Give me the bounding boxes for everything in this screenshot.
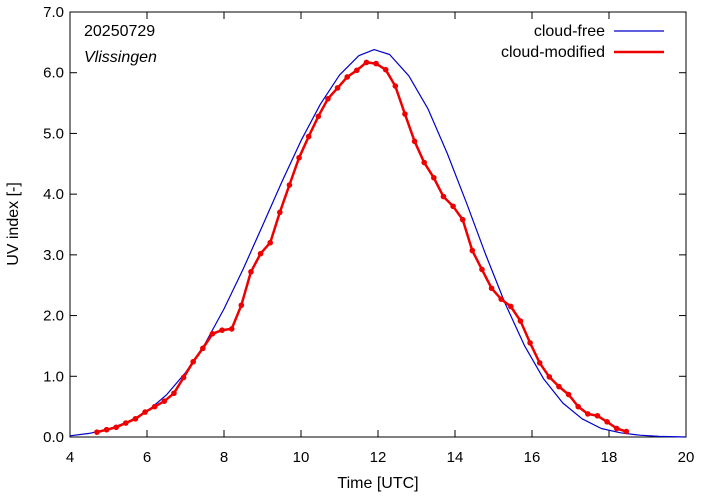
data-point-cloud-modified (286, 182, 293, 188)
data-point-cloud-modified (325, 96, 331, 102)
data-point-cloud-modified (450, 203, 456, 210)
data-point-cloud-modified (190, 358, 196, 365)
data-point-cloud-modified (277, 209, 283, 216)
data-point-cloud-modified (536, 360, 543, 366)
data-point-cloud-modified (94, 429, 100, 435)
x-tick-label: 16 (524, 449, 541, 466)
legend-label: cloud-modified (501, 44, 605, 61)
data-point-cloud-modified (180, 374, 187, 381)
y-tick-label: 3.0 (43, 247, 64, 264)
data-point-cloud-modified (219, 327, 225, 333)
data-point-cloud-modified (508, 303, 514, 310)
y-tick-label: 1.0 (43, 368, 64, 385)
data-point-cloud-modified (440, 193, 447, 200)
data-point-cloud-modified (373, 60, 379, 67)
data-point-cloud-modified (161, 398, 168, 404)
data-point-cloud-modified (363, 59, 370, 66)
data-point-cloud-modified (488, 285, 495, 292)
plot-frame (69, 11, 687, 438)
data-point-cloud-modified (402, 111, 408, 117)
data-point-cloud-modified (267, 239, 274, 246)
y-tick-label: 5.0 (43, 125, 64, 142)
data-point-cloud-modified (123, 420, 129, 426)
data-point-cloud-modified (392, 83, 399, 89)
data-point-cloud-modified (209, 330, 216, 337)
data-point-cloud-modified (200, 345, 206, 352)
x-tick-label: 20 (678, 449, 695, 466)
data-point-cloud-modified (613, 425, 620, 432)
x-axis-label: Time [UTC] (337, 475, 418, 492)
data-point-cloud-modified (296, 154, 302, 161)
x-tick-label: 10 (293, 449, 310, 466)
x-tick-label: 4 (66, 449, 74, 466)
data-point-cloud-modified (113, 424, 119, 431)
data-point-cloud-modified (228, 326, 235, 332)
data-point-cloud-modified (565, 391, 572, 398)
station-annotation: Vlissingen (84, 49, 157, 66)
y-axis: 0.0 1.0 2.0 3.0 4.0 5.0 6.0 7.0 (43, 4, 686, 446)
series-line-cloud-modified (96, 61, 627, 434)
data-point-cloud-modified (103, 426, 110, 433)
series-layer (69, 48, 687, 438)
data-point-cloud-modified (623, 428, 630, 435)
data-point-cloud-modified (248, 269, 254, 275)
data-point-cloud-modified (498, 296, 505, 302)
y-tick-label: 2.0 (43, 308, 64, 325)
data-point-cloud-modified (344, 74, 351, 80)
y-tick-label: 6.0 (43, 65, 64, 82)
legend-label: cloud-free (534, 23, 605, 40)
data-point-cloud-modified (546, 374, 553, 380)
y-tick-label: 7.0 (43, 4, 64, 21)
data-point-cloud-modified (527, 340, 533, 346)
data-point-cloud-modified (469, 247, 476, 254)
data-point-cloud-modified (257, 250, 264, 257)
x-tick-label: 12 (370, 449, 387, 466)
y-axis-label: UV index [-] (5, 182, 22, 266)
data-point-cloud-modified (354, 67, 360, 74)
data-point-cloud-modified (334, 85, 341, 91)
series-line-cloud-free (69, 48, 687, 438)
data-point-cloud-modified (151, 403, 158, 410)
data-point-cloud-modified (431, 174, 437, 181)
data-point-cloud-modified (315, 113, 322, 120)
data-point-cloud-modified (142, 409, 148, 415)
x-tick-label: 8 (220, 449, 228, 466)
data-point-cloud-modified (517, 318, 524, 324)
data-point-cloud-modified (459, 216, 466, 223)
date-annotation: 20250729 (84, 23, 155, 40)
y-tick-label: 4.0 (43, 186, 64, 203)
data-point-cloud-modified (585, 411, 591, 417)
data-point-cloud-modified (479, 266, 485, 273)
x-tick-label: 18 (601, 449, 618, 466)
data-point-cloud-modified (604, 419, 610, 425)
data-point-cloud-modified (238, 302, 245, 309)
data-point-cloud-modified (382, 66, 389, 73)
x-axis: 4 6 8 10 12 14 16 18 20 (66, 12, 695, 466)
data-point-cloud-modified (575, 403, 581, 410)
data-point-cloud-modified (305, 133, 312, 140)
legend: cloud-free cloud-modified (501, 23, 664, 61)
data-point-cloud-modified (594, 412, 601, 419)
data-point-cloud-modified (421, 159, 428, 166)
x-tick-label: 14 (447, 449, 464, 466)
x-tick-label: 6 (143, 449, 151, 466)
y-tick-label: 0.0 (43, 429, 64, 446)
data-point-cloud-modified (171, 390, 177, 397)
data-point-cloud-modified (132, 415, 139, 422)
data-point-cloud-modified (411, 138, 418, 145)
data-point-cloud-modified (556, 383, 562, 390)
